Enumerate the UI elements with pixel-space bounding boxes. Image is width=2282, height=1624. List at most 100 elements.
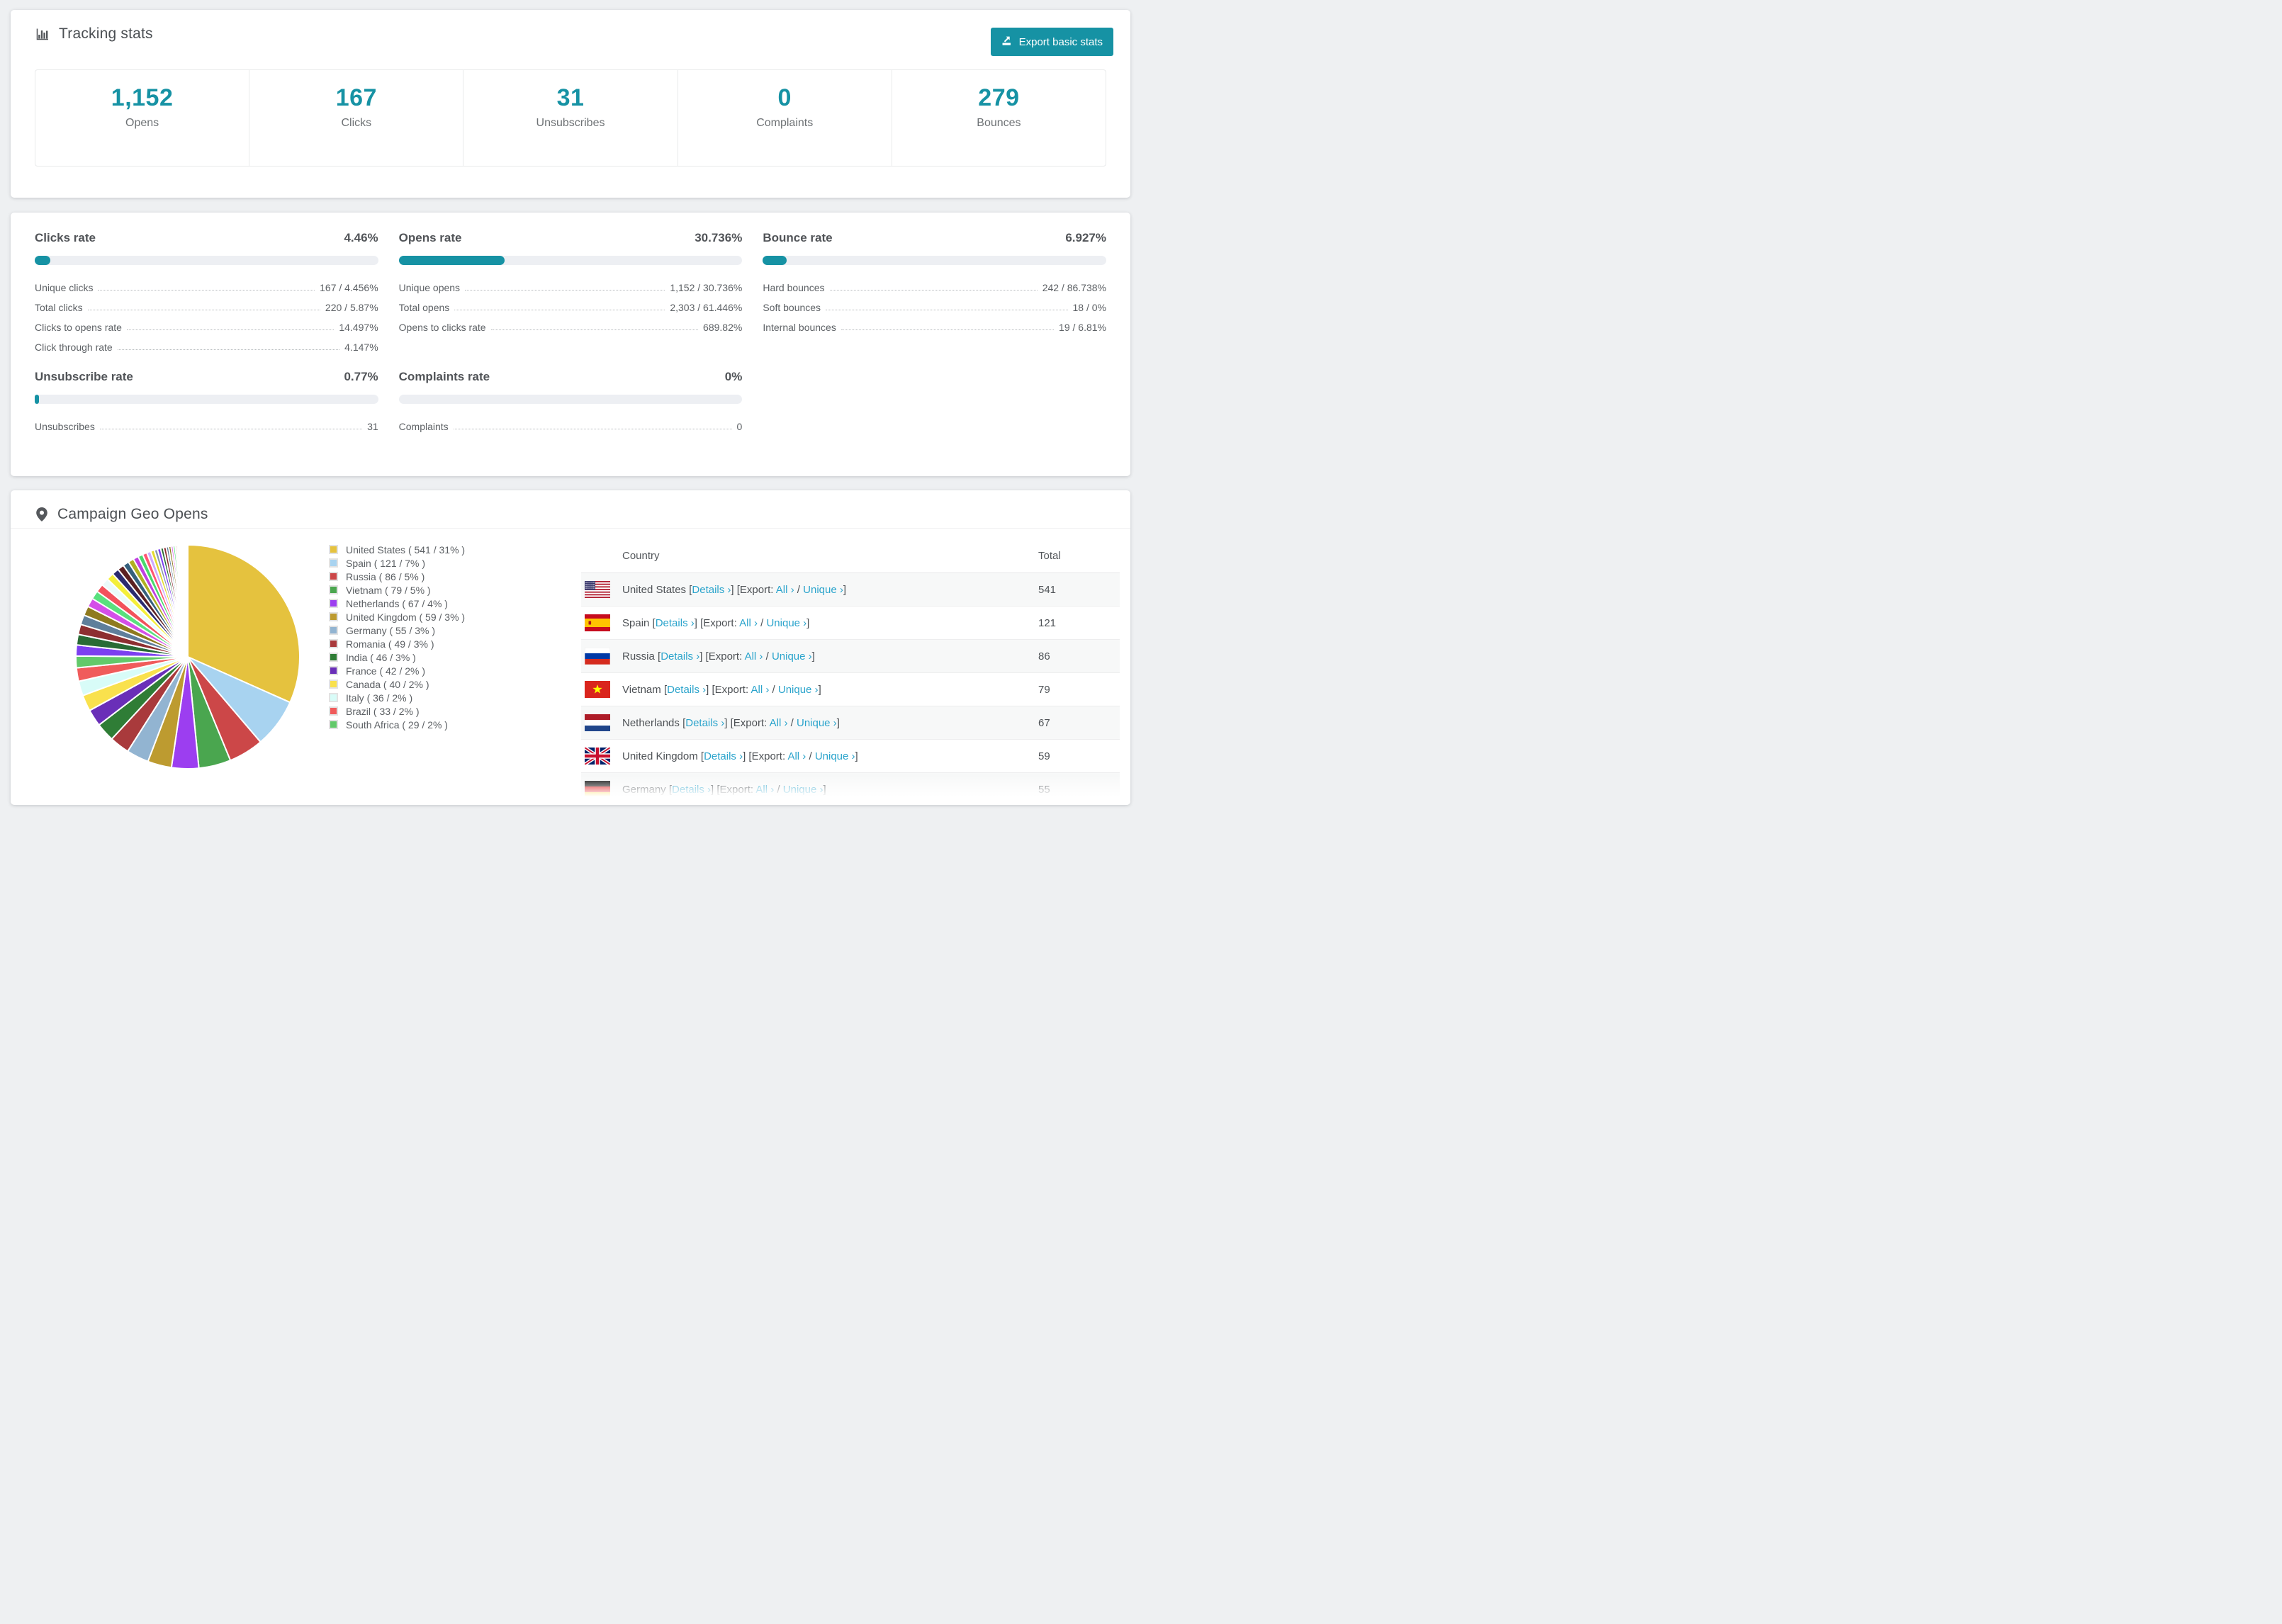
progress-bar-fill xyxy=(763,256,787,265)
bracket: / xyxy=(769,683,778,696)
bar-chart-icon xyxy=(35,27,50,41)
stat-row: Internal bounces 19 / 6.81% xyxy=(763,316,1106,336)
stat-row-label: Click through rate xyxy=(35,342,113,353)
export-all-link[interactable]: All › xyxy=(744,650,763,662)
details-link[interactable]: Details › xyxy=(672,783,712,796)
legend-item[interactable]: Germany ( 55 / 3% ) xyxy=(329,624,465,637)
legend-item[interactable]: Netherlands ( 67 / 4% ) xyxy=(329,597,465,610)
legend-label: Canada ( 40 / 2% ) xyxy=(346,678,429,690)
stat-card-value: 279 xyxy=(978,84,1020,111)
legend-item[interactable]: Brazil ( 33 / 2% ) xyxy=(329,704,465,718)
legend-swatch xyxy=(329,545,338,554)
legend-item[interactable]: Russia ( 86 / 5% ) xyxy=(329,570,465,583)
legend-label: United Kingdom ( 59 / 3% ) xyxy=(346,611,466,623)
details-link[interactable]: Details › xyxy=(661,650,700,662)
stat-card: 1,152 Opens xyxy=(35,70,249,166)
stat-row-label: Unique opens xyxy=(398,282,461,293)
export-unique-link[interactable]: Unique › xyxy=(777,683,819,696)
ru-flag-icon xyxy=(584,647,611,665)
bracket: [ xyxy=(652,616,656,629)
legend-item[interactable]: United States ( 541 / 31% ) xyxy=(329,543,465,556)
dotted-leader xyxy=(465,290,665,291)
legend-item[interactable]: South Africa ( 29 / 2% ) xyxy=(329,718,465,731)
country-column-header: Country xyxy=(622,549,660,562)
stat-row: Unique clicks 167 / 4.456% xyxy=(35,276,378,296)
stat-row: Total opens 2,303 / 61.446% xyxy=(399,296,743,316)
export-unique-link[interactable]: Unique › xyxy=(803,583,843,596)
legend-item[interactable]: Romania ( 49 / 3% ) xyxy=(329,637,465,650)
export-unique-link[interactable]: Unique › xyxy=(796,716,837,729)
legend-label: India ( 46 / 3% ) xyxy=(346,651,416,663)
country-cell: United Kingdom [Details ›] [Export: All … xyxy=(622,750,858,762)
geo-opens-pie-chart[interactable] xyxy=(71,540,305,774)
stat-row: Complaints 0 xyxy=(399,415,743,435)
export-all-link[interactable]: All › xyxy=(751,683,770,696)
legend-swatch xyxy=(329,639,338,648)
pie-slice-united-states[interactable] xyxy=(187,544,300,704)
stat-card-value: 31 xyxy=(556,84,585,111)
legend-item[interactable]: United Kingdom ( 59 / 3% ) xyxy=(329,610,465,624)
export-all-link[interactable]: All › xyxy=(769,716,788,729)
export-unique-link[interactable]: Unique › xyxy=(771,650,812,662)
details-link[interactable]: Details › xyxy=(667,683,707,696)
stat-row: Total clicks 220 / 5.87% xyxy=(35,296,378,316)
dotted-leader xyxy=(126,329,335,330)
rate-percent-value: 0.77% xyxy=(344,370,378,383)
export-unique-link[interactable]: Unique › xyxy=(782,783,824,796)
details-link[interactable]: Details › xyxy=(655,616,695,629)
legend-item[interactable]: France ( 42 / 2% ) xyxy=(329,664,465,677)
country-name: Netherlands xyxy=(622,716,680,729)
legend-swatch xyxy=(329,680,338,689)
map-pin-icon xyxy=(35,507,48,522)
export-all-link[interactable]: All › xyxy=(755,783,775,796)
gb-flag-icon xyxy=(583,746,612,766)
details-link[interactable]: Details › xyxy=(685,716,725,729)
nl-flag-icon xyxy=(585,714,610,731)
export-all-link[interactable]: All › xyxy=(739,616,758,629)
bracket: [ xyxy=(700,750,704,762)
export-all-link[interactable]: All › xyxy=(775,583,794,596)
stat-row: Clicks to opens rate 14.497% xyxy=(35,316,378,336)
stat-card-value: 167 xyxy=(335,84,377,111)
legend-item[interactable]: Spain ( 121 / 7% ) xyxy=(329,556,465,570)
legend-label: Romania ( 49 / 3% ) xyxy=(346,638,434,650)
bracket: ] [Export: xyxy=(694,616,740,629)
legend-item[interactable]: Canada ( 40 / 2% ) xyxy=(329,677,465,691)
legend-item[interactable]: India ( 46 / 3% ) xyxy=(329,650,465,664)
progress-bar-fill xyxy=(35,395,39,404)
stat-row: Soft bounces 18 / 0% xyxy=(763,296,1106,316)
stat-row: Opens to clicks rate 689.82% xyxy=(399,316,743,336)
stat-card-label: Bounces xyxy=(977,117,1021,129)
bracket: ] [Export: xyxy=(699,650,745,662)
pie-slice-other[interactable] xyxy=(186,543,189,658)
bracket: [ xyxy=(682,716,686,729)
details-link[interactable]: Details › xyxy=(692,583,731,596)
details-link[interactable]: Details › xyxy=(704,750,743,762)
rates-panel: Clicks rate 4.46% Unique clicks 167 / 4.456… xyxy=(11,213,1130,476)
bracket: ] [Export: xyxy=(706,683,751,696)
rate-header: Opens rate 30.736% xyxy=(399,231,743,245)
table-row-us: United States [Details ›] [Export: All ›… xyxy=(581,573,1120,607)
stat-row-value: 689.82% xyxy=(703,322,743,333)
legend-label: Spain ( 121 / 7% ) xyxy=(346,557,426,569)
stat-row-label: Total clicks xyxy=(35,302,83,313)
export-unique-link[interactable]: Unique › xyxy=(814,750,855,762)
us-flag-icon xyxy=(585,581,610,598)
export-all-link[interactable]: All › xyxy=(787,750,806,762)
legend-item[interactable]: Vietnam ( 79 / 5% ) xyxy=(329,583,465,597)
country-cell: Vietnam [Details ›] [Export: All › / Uni… xyxy=(622,684,821,696)
legend-item[interactable]: Italy ( 36 / 2% ) xyxy=(329,691,465,704)
export-basic-stats-button[interactable]: Export basic stats xyxy=(990,28,1113,56)
bracket: / xyxy=(774,783,783,796)
export-unique-link[interactable]: Unique › xyxy=(766,616,807,629)
bracket: ] xyxy=(836,716,840,729)
dotted-leader xyxy=(829,290,1038,291)
table-row-vn: Vietnam [Details ›] [Export: All › / Uni… xyxy=(581,673,1120,706)
dotted-leader xyxy=(841,329,1055,330)
legend-swatch xyxy=(329,585,338,594)
stat-row-label: Internal bounces xyxy=(763,322,836,333)
stat-row-label: Unsubscribes xyxy=(35,421,95,432)
rate-header: Unsubscribe rate 0.77% xyxy=(35,370,378,384)
legend-swatch xyxy=(329,720,338,729)
stat-card: 0 Complaints xyxy=(677,70,892,166)
